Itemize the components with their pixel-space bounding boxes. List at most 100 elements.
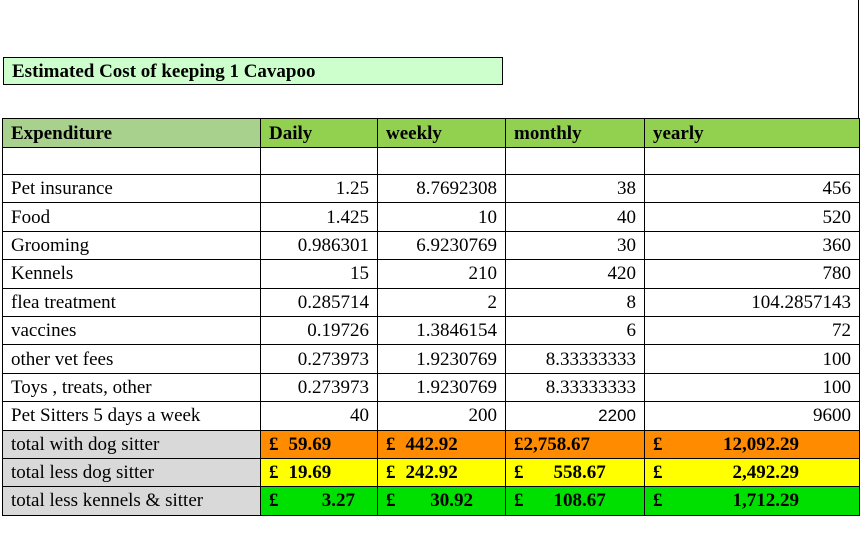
header-row: Expenditure Daily weekly monthly yearly (2, 118, 860, 148)
yearly-cell[interactable]: 9600 (644, 401, 860, 431)
total-monthly-value: 108.67 (553, 490, 606, 512)
row-label[interactable]: Kennels (2, 259, 261, 289)
total-weekly-cell[interactable]: £30.92 (377, 486, 506, 516)
monthly-cell[interactable]: 6 (505, 315, 645, 346)
total-row-with-sitter: total with dog sitter £59.69 £442.92 £2,… (2, 429, 860, 459)
currency-symbol: £ (514, 462, 524, 484)
table-row: Food 1.425 10 40 520 (2, 202, 860, 232)
total-yearly-value: 2,492.29 (732, 462, 800, 484)
total-weekly-cell[interactable]: £242.92 (377, 457, 506, 488)
total-weekly-cell[interactable]: £442.92 (377, 429, 506, 459)
header-monthly[interactable]: monthly (505, 118, 645, 148)
monthly-cell[interactable]: 8.33333333 (505, 344, 645, 374)
total-label[interactable]: total with dog sitter (2, 429, 261, 459)
table-row: Pet insurance 1.25 8.7692308 38 456 (2, 173, 860, 204)
table-row: Pet Sitters 5 days a week 40 200 2200 96… (2, 401, 860, 431)
currency-symbol: £ (653, 462, 663, 484)
yearly-cell[interactable]: 520 (644, 202, 860, 232)
total-daily-cell[interactable]: £3.27 (260, 486, 378, 516)
total-weekly-value: 30.92 (430, 490, 473, 512)
empty-cell[interactable] (260, 147, 378, 175)
monthly-cell[interactable]: 40 (505, 202, 645, 232)
total-label[interactable]: total less kennels & sitter (2, 486, 261, 516)
monthly-cell[interactable]: 30 (505, 230, 645, 261)
total-row-less-sitter: total less dog sitter £19.69 £242.92 £55… (2, 457, 860, 488)
total-monthly-cell[interactable]: £108.67 (505, 486, 645, 516)
daily-cell[interactable]: 0.986301 (260, 230, 378, 261)
monthly-cell[interactable]: 2200 (505, 401, 645, 431)
weekly-cell[interactable]: 1.3846154 (377, 315, 506, 346)
total-yearly-cell[interactable]: £12,092.29 (644, 429, 860, 459)
total-yearly-cell[interactable]: £1,712.29 (644, 486, 860, 516)
weekly-cell[interactable]: 6.9230769 (377, 230, 506, 261)
row-label[interactable]: Food (2, 202, 261, 232)
header-yearly[interactable]: yearly (644, 118, 860, 148)
yearly-cell[interactable]: 72 (644, 315, 860, 346)
total-weekly-value: 442.92 (405, 433, 458, 455)
total-yearly-value: 1,712.29 (732, 490, 800, 512)
daily-cell[interactable]: 40 (260, 401, 378, 431)
daily-cell[interactable]: 1.425 (260, 202, 378, 232)
monthly-cell[interactable]: 8 (505, 287, 645, 317)
row-label[interactable]: Pet Sitters 5 days a week (2, 401, 261, 431)
row-label[interactable]: Pet insurance (2, 173, 261, 204)
total-daily-value: 19.69 (288, 462, 332, 484)
weekly-cell[interactable]: 1.9230769 (377, 372, 506, 403)
daily-cell[interactable]: 0.285714 (260, 287, 378, 317)
table-row: Toys , treats, other 0.273973 1.9230769 … (2, 372, 860, 403)
total-label[interactable]: total less dog sitter (2, 457, 261, 488)
monthly-cell[interactable]: 38 (505, 173, 645, 204)
total-monthly-cell[interactable]: £2,758.67 (505, 429, 645, 459)
total-row-less-kennels-sitter: total less kennels & sitter £3.27 £30.92… (2, 486, 860, 516)
monthly-cell[interactable]: 8.33333333 (505, 372, 645, 403)
currency-symbol: £ (386, 490, 396, 512)
yearly-cell[interactable]: 360 (644, 230, 860, 261)
row-label[interactable]: other vet fees (2, 344, 261, 374)
weekly-cell[interactable]: 2 (377, 287, 506, 317)
currency-symbol: £ (653, 433, 663, 455)
header-weekly[interactable]: weekly (377, 118, 506, 148)
sheet-title: Estimated Cost of keeping 1 Cavapoo (3, 57, 503, 85)
header-expenditure[interactable]: Expenditure (2, 118, 261, 148)
currency-symbol: £ (269, 462, 279, 484)
currency-symbol: £ (269, 433, 279, 455)
total-daily-cell[interactable]: £19.69 (260, 457, 378, 488)
row-label[interactable]: vaccines (2, 315, 261, 346)
yearly-cell[interactable]: 104.2857143 (644, 287, 860, 317)
yearly-cell[interactable]: 780 (644, 259, 860, 289)
daily-cell[interactable]: 0.273973 (260, 344, 378, 374)
currency-symbol: £ (514, 433, 524, 455)
row-label[interactable]: flea treatment (2, 287, 261, 317)
total-daily-cell[interactable]: £59.69 (260, 429, 378, 459)
total-monthly-value: 2,758.67 (523, 433, 591, 455)
currency-symbol: £ (386, 462, 396, 484)
daily-cell[interactable]: 15 (260, 259, 378, 289)
weekly-cell[interactable]: 8.7692308 (377, 173, 506, 204)
total-monthly-value: 558.67 (553, 462, 606, 484)
empty-cell[interactable] (2, 147, 261, 175)
daily-cell[interactable]: 0.19726 (260, 315, 378, 346)
yearly-cell[interactable]: 100 (644, 344, 860, 374)
total-yearly-cell[interactable]: £2,492.29 (644, 457, 860, 488)
weekly-cell[interactable]: 10 (377, 202, 506, 232)
row-label[interactable]: Toys , treats, other (2, 372, 261, 403)
weekly-cell[interactable]: 210 (377, 259, 506, 289)
total-monthly-cell[interactable]: £558.67 (505, 457, 645, 488)
total-weekly-value: 242.92 (405, 462, 458, 484)
daily-cell[interactable]: 1.25 (260, 173, 378, 204)
daily-cell[interactable]: 0.273973 (260, 372, 378, 403)
table-row: vaccines 0.19726 1.3846154 6 72 (2, 315, 860, 346)
yearly-cell[interactable]: 456 (644, 173, 860, 204)
currency-symbol: £ (653, 490, 663, 512)
empty-cell[interactable] (505, 147, 645, 175)
yearly-cell[interactable]: 100 (644, 372, 860, 403)
weekly-cell[interactable]: 1.9230769 (377, 344, 506, 374)
empty-cell[interactable] (644, 147, 860, 175)
currency-symbol: £ (386, 433, 396, 455)
monthly-cell[interactable]: 420 (505, 259, 645, 289)
row-label[interactable]: Grooming (2, 230, 261, 261)
weekly-cell[interactable]: 200 (377, 401, 506, 431)
empty-cell[interactable] (377, 147, 506, 175)
total-daily-value: 3.27 (321, 490, 355, 512)
header-daily[interactable]: Daily (260, 118, 378, 148)
